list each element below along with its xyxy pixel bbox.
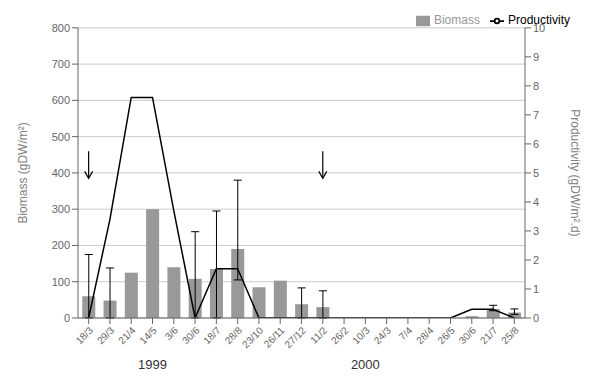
svg-text:23/10: 23/10	[240, 324, 266, 350]
svg-text:26/5: 26/5	[435, 324, 457, 346]
svg-text:18/3: 18/3	[74, 324, 96, 346]
svg-text:11/2: 11/2	[308, 324, 329, 345]
svg-text:100: 100	[52, 276, 70, 288]
svg-text:Productivity (gDW/m².d): Productivity (gDW/m².d)	[568, 109, 582, 236]
svg-text:3: 3	[533, 225, 539, 237]
svg-text:26/2: 26/2	[329, 324, 351, 346]
svg-text:10: 10	[533, 22, 545, 34]
svg-text:4: 4	[533, 196, 539, 208]
svg-text:26/11: 26/11	[262, 324, 287, 349]
svg-text:9: 9	[533, 51, 539, 63]
svg-text:2000: 2000	[351, 357, 380, 372]
svg-text:28/4: 28/4	[414, 324, 436, 346]
svg-text:5: 5	[533, 167, 539, 179]
svg-text:24/3: 24/3	[372, 324, 394, 346]
svg-text:2: 2	[533, 254, 539, 266]
svg-text:21/7: 21/7	[478, 324, 500, 346]
svg-text:7: 7	[533, 109, 539, 121]
svg-text:29/3: 29/3	[95, 324, 117, 346]
svg-text:21/4: 21/4	[116, 324, 138, 346]
svg-text:30/6: 30/6	[457, 324, 479, 346]
svg-text:7/4: 7/4	[397, 324, 415, 342]
svg-text:200: 200	[52, 239, 70, 251]
svg-text:500: 500	[52, 131, 70, 143]
svg-text:300: 300	[52, 203, 70, 215]
svg-text:18/7: 18/7	[201, 324, 223, 346]
svg-text:27/12: 27/12	[282, 324, 308, 350]
svg-text:700: 700	[52, 58, 70, 70]
svg-text:Biomass (gDW/m²): Biomass (gDW/m²)	[16, 122, 30, 223]
svg-text:25/8: 25/8	[499, 324, 521, 346]
svg-text:8: 8	[533, 80, 539, 92]
svg-text:600: 600	[52, 94, 70, 106]
svg-text:14/5: 14/5	[137, 324, 159, 346]
svg-text:10/3: 10/3	[350, 324, 372, 346]
svg-text:30/6: 30/6	[180, 324, 202, 346]
svg-text:3/6: 3/6	[163, 324, 181, 342]
svg-text:0: 0	[64, 312, 70, 324]
svg-text:6: 6	[533, 138, 539, 150]
svg-text:400: 400	[52, 167, 70, 179]
svg-text:1999: 1999	[138, 357, 167, 372]
svg-text:0: 0	[533, 312, 539, 324]
svg-text:800: 800	[52, 22, 70, 34]
svg-text:1: 1	[533, 283, 539, 295]
